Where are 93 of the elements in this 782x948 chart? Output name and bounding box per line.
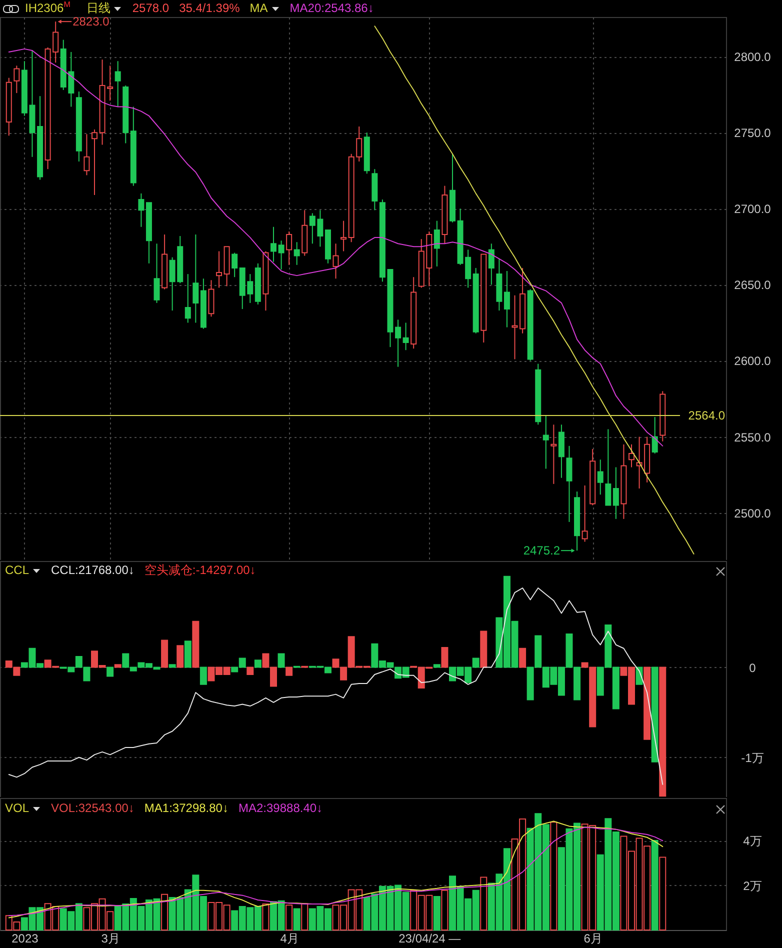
- text: VOL:32543.00↓: [51, 800, 134, 817]
- candlestick: [434, 220, 440, 267]
- bar: [480, 876, 488, 930]
- candlestick: [652, 416, 658, 454]
- candlestick: [488, 243, 494, 286]
- candlestick: [184, 274, 191, 324]
- bar: [659, 666, 666, 797]
- chart-subtitle: 日线: [86, 0, 110, 17]
- bar: [254, 660, 262, 668]
- x-tick-label: 2023: [12, 932, 39, 946]
- y-tick-label: 2500.0: [734, 506, 772, 520]
- bar: [106, 666, 114, 677]
- candlestick: [566, 445, 572, 522]
- bar: [176, 645, 184, 668]
- bar: [286, 666, 293, 676]
- y-tick-label: 2700.0: [734, 202, 772, 216]
- bar: [659, 856, 666, 930]
- text: 2475.2: [523, 544, 560, 558]
- legend-label: CCL:21768.00↓: [51, 562, 134, 579]
- candlestick: [138, 192, 144, 228]
- bar: [301, 903, 308, 930]
- bar: [433, 664, 440, 668]
- ref-line-label: 2564.0: [688, 408, 726, 423]
- y-tick-label: 2万: [743, 878, 762, 893]
- candlestick: [550, 424, 557, 484]
- bar: [192, 620, 200, 668]
- candlestick: [84, 134, 90, 176]
- candlestick: [597, 459, 604, 496]
- line-series: [8, 588, 664, 785]
- candlestick: [332, 243, 339, 280]
- candlestick: [192, 234, 199, 324]
- candlestick: [92, 129, 98, 196]
- bar: [161, 894, 168, 930]
- candlestick: [114, 60, 121, 108]
- candlestick: [294, 242, 300, 266]
- y-tick-label: 2650.0: [734, 278, 772, 292]
- bar: [246, 666, 254, 675]
- candlestick: [542, 415, 549, 470]
- bar: [441, 646, 448, 668]
- y-tick-label: 2800.0: [734, 50, 772, 64]
- bar: [651, 840, 658, 930]
- bar: [519, 648, 526, 668]
- bar: [293, 908, 300, 930]
- text: 空头减仓:-14297.00↓: [144, 562, 256, 579]
- bar: [651, 666, 658, 762]
- bar: [184, 640, 192, 668]
- bar: [278, 653, 285, 668]
- candlestick: [216, 250, 222, 288]
- bar: [200, 666, 207, 685]
- candlestick: [395, 319, 402, 368]
- y-tick-label: 2550.0: [734, 430, 772, 444]
- candlestick: [402, 322, 409, 351]
- bar: [433, 896, 440, 930]
- bar: [480, 630, 488, 668]
- candlestick: [232, 252, 238, 278]
- candlestick: [504, 270, 510, 328]
- text: 2578.0: [132, 0, 170, 17]
- candlestick: [628, 444, 634, 468]
- y-tick-label: 2750.0: [734, 126, 772, 140]
- y-tick-label: 2600.0: [734, 354, 772, 368]
- candlestick: [340, 220, 347, 252]
- candlestick: [14, 65, 20, 94]
- text: MA2:39888.40↓: [238, 800, 323, 817]
- x-tick-label: 3月: [101, 932, 120, 946]
- candlestick: [582, 484, 588, 542]
- x-tick-label: 23/04/24 —: [398, 932, 461, 946]
- bar: [286, 904, 293, 930]
- candlestick: [154, 243, 160, 304]
- x-tick-label: 4月: [280, 932, 299, 946]
- bar: [262, 904, 270, 930]
- bar: [161, 640, 168, 668]
- chart-title: CCL: [5, 562, 30, 579]
- bar: [168, 664, 176, 668]
- text: 2823.0: [72, 14, 110, 29]
- chart-title: IH2306$^{M}$: [25, 0, 70, 17]
- candlestick: [278, 240, 284, 270]
- candlestick: [286, 230, 292, 266]
- x-tick-label: 6月: [584, 932, 602, 946]
- bar: [114, 664, 122, 668]
- chart-title: VOL: [5, 800, 30, 817]
- text: 35.4/1.39%: [179, 0, 240, 17]
- text: MA1:37298.80↓: [144, 800, 228, 817]
- candlestick: [612, 466, 619, 520]
- candlestick: [605, 428, 612, 506]
- y-tick-label: -1万: [741, 750, 764, 765]
- candlestick: [270, 226, 276, 262]
- bar: [644, 666, 651, 740]
- text: MA20:2543.86↓: [290, 0, 374, 17]
- y-tick-label: 4万: [743, 834, 762, 848]
- bar: [550, 822, 558, 930]
- legend-title: MA: [250, 0, 268, 17]
- bar: [441, 890, 448, 930]
- y-tick-label: 0: [749, 660, 756, 675]
